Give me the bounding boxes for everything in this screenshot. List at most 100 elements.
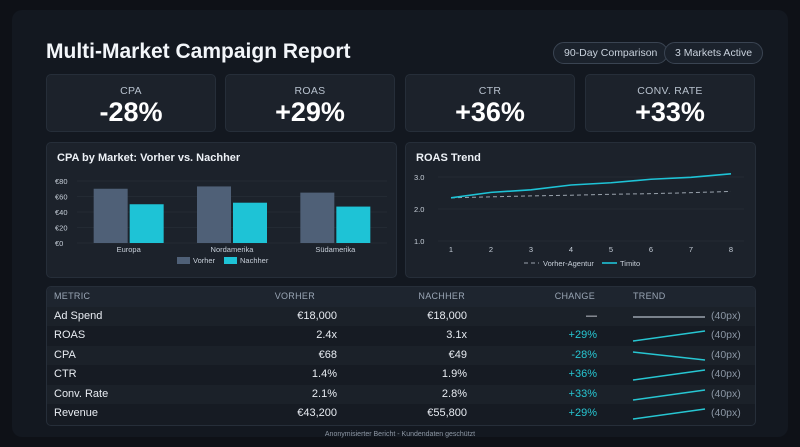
vorher-cell: 1.4% [311, 368, 337, 380]
chart-title: CPA by Market: Vorher vs. Nachher [57, 152, 241, 164]
vorher-cell: €18,000 [297, 309, 337, 322]
sparkline-size-note: (40px) [711, 309, 741, 322]
change-cell: +29% [568, 329, 597, 341]
bar-nachher [129, 204, 164, 243]
change-cell: -28% [571, 348, 597, 361]
markets-active-badge[interactable]: 3 Markets Active [664, 42, 764, 64]
kpi-value: -28% [99, 97, 163, 127]
legend-label: Timito [620, 259, 640, 268]
change-cell: +36% [568, 368, 597, 380]
y-tick-label: €0 [55, 239, 63, 248]
metric-cell: ROAS [54, 329, 86, 341]
legend-swatch [224, 257, 237, 264]
series-line-timito [450, 173, 732, 199]
x-tick-label: 4 [569, 245, 573, 254]
y-tick-label: €80 [55, 177, 68, 186]
table-header-row: METRIC VORHER NACHHER CHANGE TREND [47, 287, 755, 307]
metric-cell: Revenue [54, 407, 99, 419]
vorher-cell: 2.4x [316, 329, 337, 341]
kpi-label: CONV. RATE [637, 85, 703, 97]
chart-title: ROAS Trend [416, 152, 481, 164]
y-tick-label: 1.0 [414, 237, 424, 246]
kpi-value: +36% [455, 97, 525, 127]
legend-label: Vorher-Agentur [543, 259, 594, 268]
y-tick-label: 2.0 [414, 205, 424, 214]
legend-label: Vorher [193, 256, 216, 265]
nachher-cell: 2.8% [441, 387, 467, 400]
x-tick-label: 2 [489, 245, 493, 254]
trend-sparkline [632, 330, 706, 342]
trend-sparkline [632, 350, 706, 361]
sparkline-size-note: (40px) [711, 329, 741, 341]
page-title: Multi-Market Campaign Report [46, 40, 351, 63]
x-tick-label: Europa [117, 245, 142, 254]
change-cell: +29% [568, 407, 597, 419]
legend-swatch [177, 257, 190, 264]
table-row[interactable]: CPA €68 €49 -28% (40px) [47, 345, 755, 365]
sparkline-path [632, 408, 706, 420]
y-tick-label: €20 [55, 224, 68, 233]
x-tick-label: 8 [729, 245, 733, 254]
vorher-cell: €43,200 [297, 407, 337, 419]
kpi-card-roas: ROAS +29% [225, 74, 395, 132]
x-tick-label: 7 [689, 245, 693, 254]
header-change: CHANGE [554, 291, 595, 301]
x-tick-label: 3 [529, 245, 533, 254]
comparison-period-badge[interactable]: 90-Day Comparison [553, 42, 669, 64]
sparkline-path [632, 369, 706, 381]
kpi-value: +33% [635, 97, 705, 127]
table-row[interactable]: Revenue €43,200 €55,800 +29% (40px) [47, 404, 755, 424]
series-line-vorher-agentur [450, 190, 732, 199]
table-row[interactable]: Ad Spend €18,000 €18,000 — (40px) [47, 306, 755, 326]
kpi-card-conv-rate: CONV. RATE +33% [585, 74, 755, 132]
kpi-value: +29% [275, 97, 345, 127]
sparkline-size-note: (40px) [711, 348, 741, 361]
cpa-bar-chart: €80 €60 €40 €20 €0 Europa Nordamerika Südamerik… [55, 177, 387, 265]
trend-sparkline [633, 315, 705, 318]
header-nachher: NACHHER [418, 291, 465, 301]
trend-sparkline [632, 388, 706, 401]
header-metric: METRIC [54, 291, 91, 301]
change-cell: +33% [568, 387, 597, 400]
roas-line-chart: 3.0 2.0 1.0 1 2 3 4 5 6 7 8 Vorher-Agentur Timito [414, 173, 744, 268]
cpa-bar-chart-panel: CPA by Market: Vorher vs. Nachher €80 €60… [46, 142, 397, 278]
nachher-cell: €55,800 [427, 407, 467, 419]
kpi-label: ROAS [294, 85, 326, 97]
kpi-card-cpa: CPA -28% [46, 74, 216, 132]
sparkline-size-note: (40px) [711, 407, 741, 419]
x-tick-label: Südamerika [315, 245, 356, 254]
metric-cell: Ad Spend [54, 309, 103, 322]
vorher-cell: 2.1% [311, 387, 337, 400]
header-trend: TREND [633, 291, 666, 301]
x-tick-label: 6 [649, 245, 653, 254]
x-tick-label: Nordamerika [211, 245, 255, 254]
kpi-label: CPA [120, 85, 142, 97]
x-tick-label: 1 [449, 245, 453, 254]
sparkline-size-note: (40px) [711, 387, 741, 400]
table-row[interactable]: ROAS 2.4x 3.1x +29% (40px) [47, 326, 755, 346]
nachher-cell: €18,000 [427, 309, 467, 322]
sparkline-path [632, 350, 706, 361]
trend-sparkline [632, 369, 706, 381]
bar-nachher [233, 202, 267, 243]
table-row[interactable]: CTR 1.4% 1.9% +36% (40px) [47, 365, 755, 385]
bar-nachher [336, 206, 371, 243]
roas-line-chart-panel: ROAS Trend 3.0 2.0 1.0 1 2 3 4 5 6 7 8 Vorher-Agent… [405, 142, 756, 278]
sparkline-path [632, 388, 706, 401]
nachher-cell: €49 [448, 348, 467, 361]
metric-cell: Conv. Rate [54, 387, 109, 400]
sparkline-size-note: (40px) [711, 368, 741, 380]
header-vorher: VORHER [274, 291, 315, 301]
bar-vorher [197, 186, 231, 243]
nachher-cell: 3.1x [446, 329, 467, 341]
trend-sparkline [632, 408, 706, 420]
footer-note: Anonymisierter Bericht - Kundendaten ges… [324, 431, 476, 438]
table-row[interactable]: Conv. Rate 2.1% 2.8% +33% (40px) [47, 384, 755, 404]
y-tick-label: €40 [55, 208, 68, 217]
sparkline-path [632, 330, 706, 342]
y-tick-label: 3.0 [414, 173, 424, 182]
nachher-cell: 1.9% [441, 368, 467, 380]
metric-cell: CTR [54, 368, 77, 380]
metrics-table: METRIC VORHER NACHHER CHANGE TREND Ad Sp… [46, 286, 756, 426]
y-tick-label: €60 [55, 193, 68, 202]
